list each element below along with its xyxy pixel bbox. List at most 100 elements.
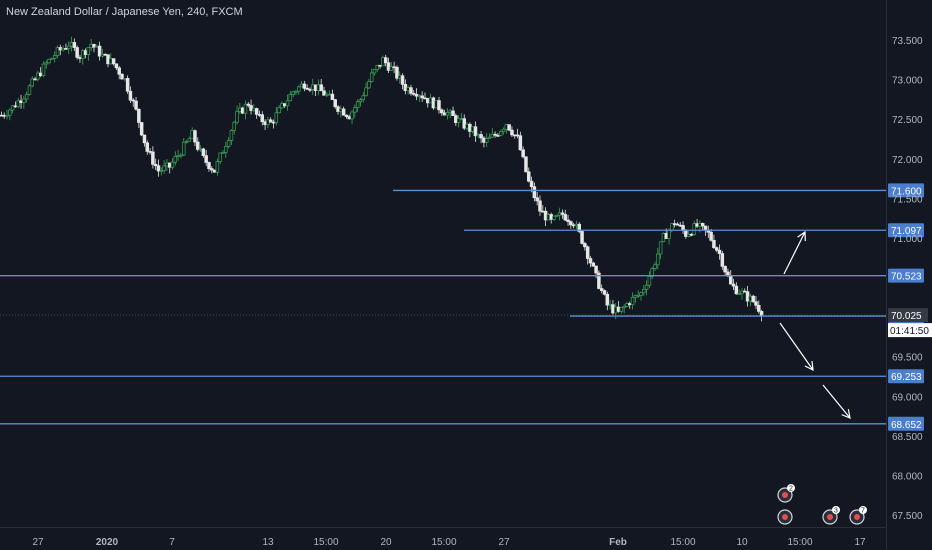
level-label-bg [888,416,924,431]
candle-body [543,210,548,221]
candle-body [358,99,363,103]
candle-body [100,53,105,57]
level-label-bg [888,268,924,283]
badge-count-bg [787,484,795,492]
candle-body [599,288,604,291]
candle-body [714,247,719,251]
candle-body [325,93,329,96]
candle-body [184,140,189,143]
candle-body [78,57,82,59]
candle-body [557,212,562,216]
candle-body [176,154,180,157]
candle-body [52,55,57,59]
candle-body [712,239,716,248]
candle-body [656,253,660,266]
candle-body [605,293,610,306]
candle-body [541,210,545,213]
candle-body [196,141,200,150]
candle-body [369,72,374,82]
candle-body [266,119,270,126]
candle-body [296,86,301,92]
candle-body [583,243,587,248]
candle-body [482,137,486,143]
candle-body [479,134,483,139]
candle-body [563,214,567,221]
candle-body [319,84,323,92]
candle-body [123,78,127,80]
arrow-down-1-head [804,360,814,372]
candle-body [302,83,307,89]
candle-body [125,78,130,92]
candle-body [577,223,582,232]
badge-count: 2 [789,486,793,493]
candle-body [47,58,51,64]
candle-body [193,130,197,143]
candle-body [277,107,281,114]
price-tick-label: 71.500 [892,194,923,205]
candle-body [364,87,368,97]
candle-body [459,118,464,121]
time-tick-label: 27 [32,537,44,548]
candle-body [754,301,758,306]
level-label: 70.523 [891,272,922,283]
candle-body [64,48,68,50]
candle-body [5,114,9,117]
candle-body [723,265,727,273]
candle-body [327,93,332,96]
candle-body [238,107,242,112]
time-tick-label: 2020 [96,537,119,548]
candle-body [66,45,71,49]
candle-body [36,72,40,80]
countdown-label: 01:41:50 [890,326,929,337]
level-label: 68.652 [891,420,922,431]
candle-body [173,156,178,163]
candle-body [412,93,416,95]
candle-body [653,264,657,269]
candle-body [162,165,166,171]
candle-body [434,100,438,109]
candle-body [709,231,713,241]
badge-count-bg [832,506,840,514]
candle-body [524,156,528,173]
candle-body [313,84,318,92]
candle-body [552,215,556,220]
candle-body [700,223,705,227]
candle-body [476,134,481,137]
candle-body [353,107,357,113]
candle-body [383,57,388,64]
candle-body [675,223,680,226]
time-tick-label: 20 [380,537,392,548]
candle-body [254,108,259,115]
candle-body [347,116,351,120]
badge-count: 7 [861,508,865,515]
candle-body [218,152,222,162]
level-label-bg [888,369,924,384]
candle-body [698,223,702,227]
candle-body [215,161,220,173]
candle-body [288,93,293,102]
candle-body [451,110,455,116]
candle-body [280,103,284,109]
candle-body [8,109,12,116]
candle-body [19,100,23,104]
candle-body [378,64,382,67]
candle-body [498,131,503,136]
candle-body [625,303,629,307]
candle-body [294,90,298,93]
candle-body [644,284,649,290]
candle-body [734,285,739,295]
candle-body [156,165,161,172]
candle-body [389,66,394,71]
candle-body [50,57,54,60]
candle-body [493,133,497,136]
candle-body [428,97,433,104]
candle-body [580,231,584,244]
candle-body [574,223,579,227]
candle-body [518,135,523,151]
candle-body [529,180,534,188]
candle-body [426,98,430,104]
candle-body [510,129,514,136]
candle-body [602,290,607,295]
candle-body [103,53,107,56]
